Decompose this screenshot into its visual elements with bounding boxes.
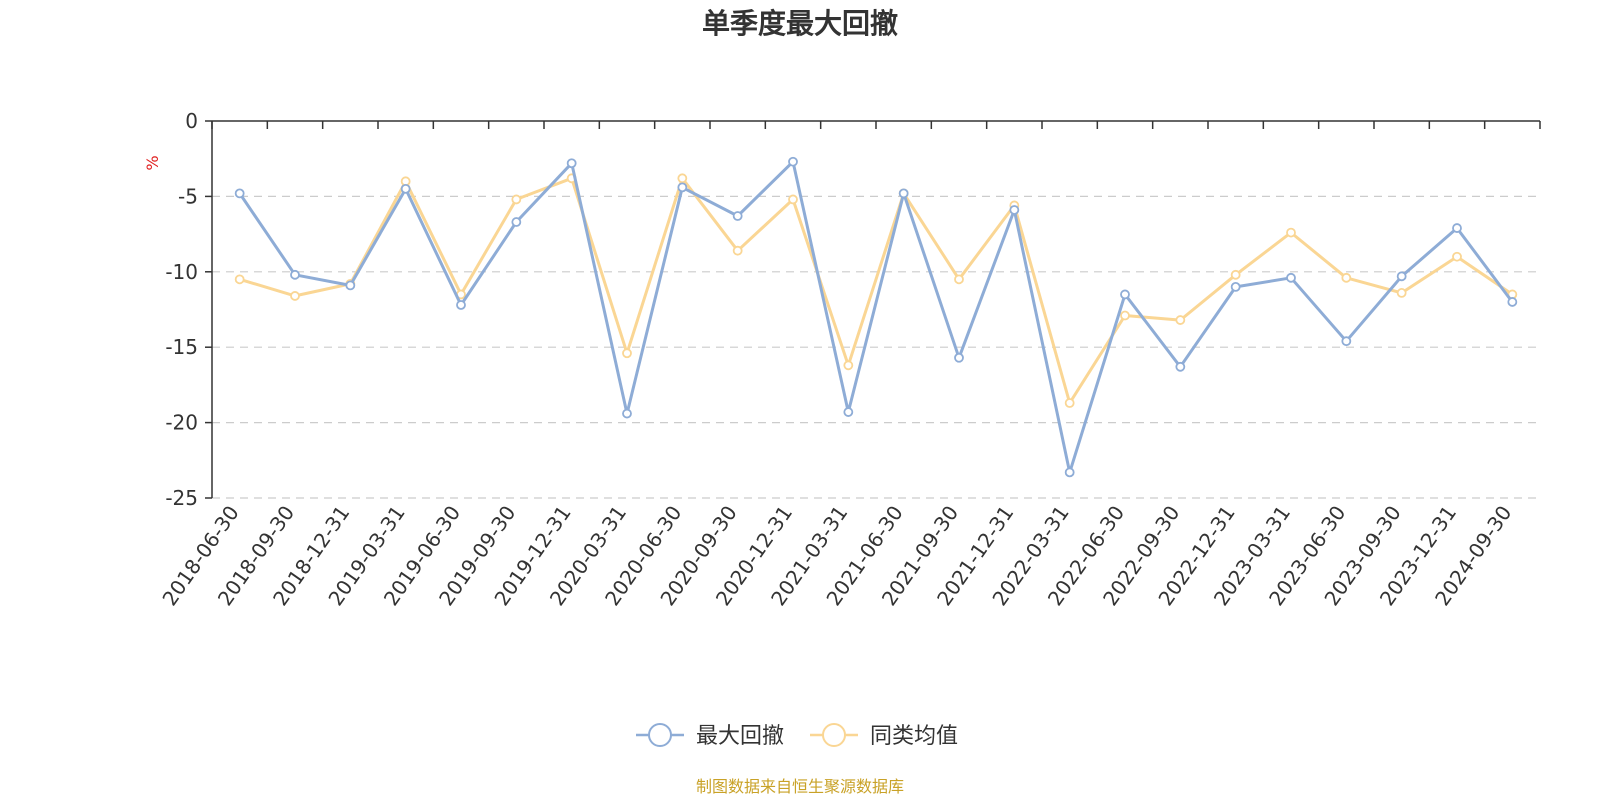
data-point <box>456 300 466 310</box>
grid-lines <box>212 195 1540 499</box>
data-point <box>1286 272 1296 283</box>
data-point <box>1507 297 1518 307</box>
data-point <box>898 188 909 199</box>
data-point <box>1396 271 1407 282</box>
data-point <box>1064 398 1075 408</box>
y-tick-label: -10 <box>165 260 198 284</box>
data-point <box>566 158 577 169</box>
series-line <box>239 176 1514 405</box>
legend-label: 同类均值 <box>870 724 958 749</box>
data-point <box>788 194 798 205</box>
data-point <box>843 360 854 371</box>
data-point <box>400 183 411 194</box>
data-point <box>732 245 743 256</box>
data-point <box>345 280 356 291</box>
data-point <box>622 408 632 419</box>
data-point <box>788 156 798 167</box>
data-point <box>954 274 964 285</box>
source-note: 制图数据来自恒生聚源数据库 <box>696 777 904 796</box>
data-point <box>1120 289 1130 300</box>
y-tick-label: -25 <box>165 486 198 510</box>
data-point <box>1341 336 1352 347</box>
data-point <box>1230 269 1241 280</box>
data-point <box>234 274 245 285</box>
y-tick-label: 0 <box>185 109 198 133</box>
legend-item-1[interactable]: 最大回撤 <box>636 723 784 749</box>
legend-label: 最大回撤 <box>696 724 784 749</box>
data-point <box>1341 272 1352 283</box>
series-2 <box>234 173 1518 408</box>
data-point <box>1230 281 1241 292</box>
legend[interactable]: 最大回撤 同类均值 <box>636 723 958 749</box>
data-point <box>1175 315 1186 325</box>
data-point <box>1452 223 1462 233</box>
data-point <box>1120 310 1130 321</box>
y-tick-label: -5 <box>178 184 198 208</box>
series-lines <box>234 156 1518 478</box>
data-point <box>234 188 245 199</box>
data-point <box>1009 205 1020 215</box>
data-point <box>1286 227 1296 238</box>
legend-marker-circle <box>822 723 846 747</box>
data-point <box>622 348 632 359</box>
data-point <box>1396 288 1407 298</box>
data-point <box>290 269 300 280</box>
data-point <box>677 182 688 193</box>
data-point <box>1452 251 1462 262</box>
data-point <box>290 291 300 301</box>
data-point <box>1175 361 1186 372</box>
data-point <box>1064 467 1075 478</box>
series-line <box>238 160 1514 474</box>
legend-marker-circle <box>648 723 672 747</box>
data-point <box>732 211 743 221</box>
series-1 <box>234 156 1518 478</box>
data-point <box>511 217 522 227</box>
data-point <box>954 352 964 363</box>
data-point <box>677 173 688 184</box>
legend-item-2[interactable]: 同类均值 <box>810 723 958 749</box>
data-point <box>843 407 854 417</box>
y-tick-label: -15 <box>165 335 198 359</box>
chart-title: 单季度最大回撤 <box>702 7 898 40</box>
y-axis-unit-label: % <box>143 155 162 170</box>
y-tick-label: -20 <box>165 411 198 435</box>
data-point <box>511 194 522 205</box>
